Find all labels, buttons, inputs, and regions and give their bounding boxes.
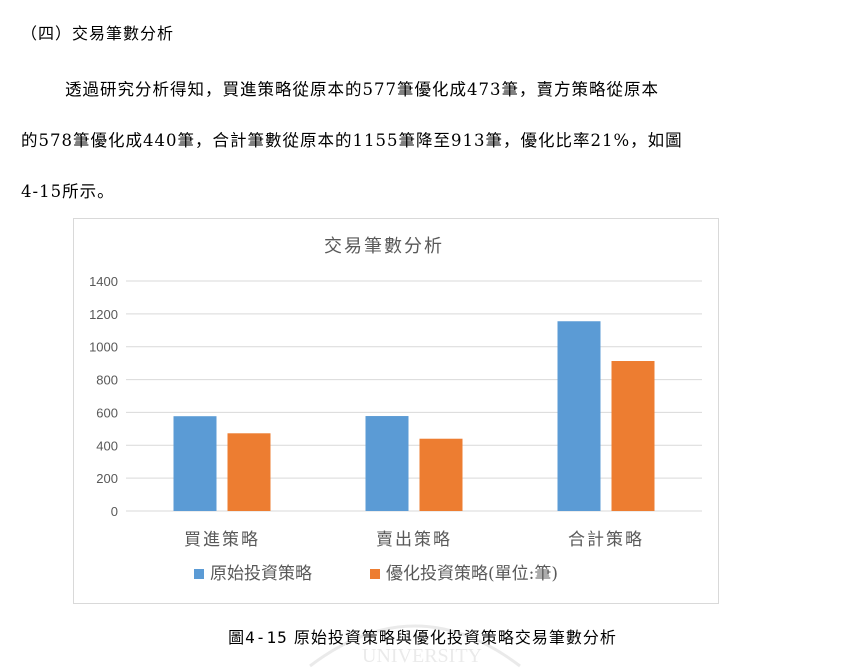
section-heading: （四）交易筆數分析: [21, 24, 175, 43]
legend-label: 優化投資策略(單位:筆): [386, 564, 558, 584]
legend-swatch: [370, 569, 380, 579]
paragraph-line-2: 的578筆優化成440筆，合計筆數從原本的1155筆降至913筆，優化比率21%…: [21, 131, 683, 150]
figure-caption-text: 原始投資策略與優化投資策略交易筆數分析: [293, 628, 617, 647]
bar: [611, 361, 655, 511]
y-tick-label: 600: [96, 405, 118, 420]
paragraph-line-3: 4-15所示。: [21, 182, 115, 201]
paragraph-line-1: 透過研究分析得知，買進策略從原本的577筆優化成473筆，賣方策略從原本: [65, 80, 659, 99]
y-tick-label: 400: [96, 438, 118, 453]
y-tick-label: 0: [111, 504, 118, 519]
body-paragraph: 透過研究分析得知，買進策略從原本的577筆優化成473筆，賣方策略從原本 的57…: [21, 64, 821, 217]
bar: [227, 433, 271, 511]
y-tick-label: 200: [96, 471, 118, 486]
university-watermark-seal: UNIVERSITY: [309, 624, 521, 668]
y-tick-label: 1400: [89, 274, 118, 289]
y-tick-label: 1200: [89, 307, 118, 322]
chart-container: 交易筆數分析 0 200 400 600 800 1000 1200 1400 買進策略 賣出策略 合…: [73, 218, 719, 604]
chart-title: 交易筆數分析: [324, 236, 444, 257]
x-tick-label: 買進策略: [184, 530, 260, 550]
figure-number: 圖4-15: [228, 628, 288, 647]
y-tick-label: 1000: [89, 340, 118, 355]
legend-label: 原始投資策略: [210, 564, 312, 584]
bar-chart: 交易筆數分析 0 200 400 600 800 1000 1200 1400 買進策略 賣出策略 合…: [89, 236, 702, 584]
x-tick-label: 合計策略: [568, 530, 644, 550]
bar: [419, 438, 463, 511]
watermark-text: UNIVERSITY: [362, 645, 482, 667]
figure-caption: 圖4-15 原始投資策略與優化投資策略交易筆數分析: [0, 624, 845, 648]
bar: [557, 321, 601, 511]
bar: [365, 416, 409, 511]
bar: [173, 416, 217, 511]
legend-swatch: [194, 569, 204, 579]
x-tick-label: 賣出策略: [376, 530, 452, 550]
y-tick-label: 800: [96, 373, 118, 388]
